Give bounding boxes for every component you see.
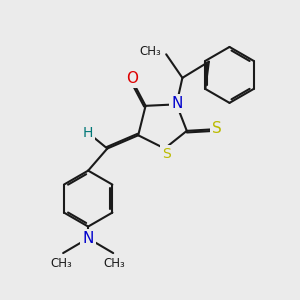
Text: N: N	[82, 231, 94, 246]
Text: N: N	[171, 96, 183, 111]
Text: CH₃: CH₃	[104, 256, 125, 270]
Text: S: S	[162, 147, 171, 161]
Text: S: S	[212, 121, 222, 136]
Text: CH₃: CH₃	[139, 45, 161, 58]
Text: H: H	[82, 126, 93, 140]
Text: O: O	[126, 71, 138, 86]
Text: CH₃: CH₃	[51, 256, 73, 270]
